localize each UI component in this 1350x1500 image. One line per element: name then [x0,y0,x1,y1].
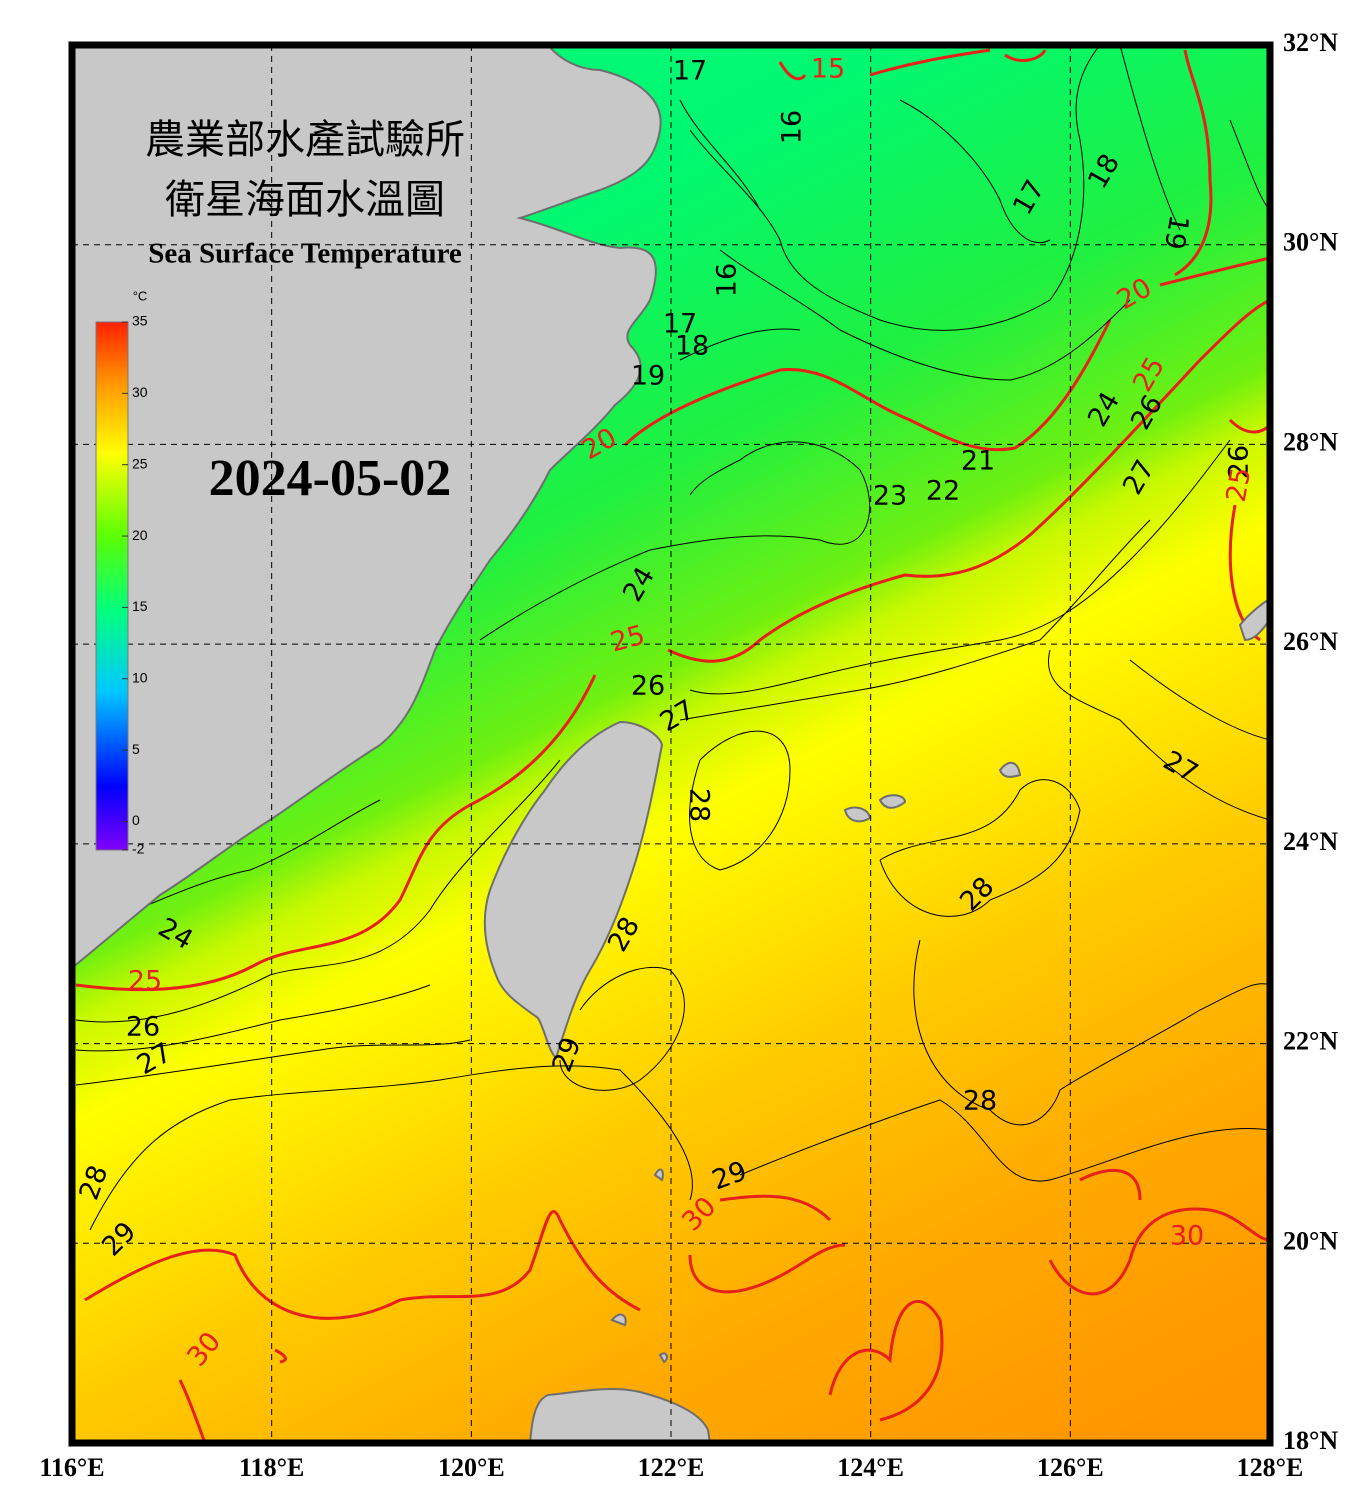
colorbar-tick-label: 20 [132,527,148,543]
isotherm [1048,1168,1270,1296]
isotherm [89,1065,1270,1231]
isotherm [778,48,1213,277]
mainland-china [72,45,662,970]
lat-tick-label: 32°N [1283,28,1338,57]
isotherm [679,45,1270,361]
colorbar-tick-label: -2 [132,841,145,857]
contour-label: 16 [777,110,808,144]
contour-label: 22 [926,476,960,507]
lat-tick-label: 28°N [1283,427,1338,456]
contour-label: 26 [631,671,665,702]
contour-label: 15 [811,54,845,85]
isotherm [689,730,1081,917]
colorbar-ticks: -2 0 5 10 15 20 25 30 35 [122,313,148,857]
colorbar-tick-label: 0 [132,812,140,828]
okinawa [1238,598,1270,642]
contour-label: 26 [126,1012,160,1043]
lat-tick-label: 22°N [1283,1027,1338,1056]
lon-tick-label: 126°E [1037,1453,1104,1482]
lon-tick-label: 122°E [638,1453,705,1482]
contour-label: 21 [961,446,995,477]
contour-label: 23 [873,481,907,512]
isotherm [679,439,1231,721]
luzon [528,1387,712,1443]
isotherm [1048,649,1270,821]
colorbar-tick-label: 5 [132,741,140,757]
colorbar-tick-label: 30 [132,384,148,400]
lat-tick-label: 24°N [1283,827,1338,856]
isotherm [623,256,1270,452]
contour-label: 17 [663,309,697,340]
isotherm [75,984,471,1086]
contour-label: 28 [684,788,715,822]
taiwan [483,720,664,1060]
isotherm [84,1210,641,1320]
title-zh: 農業部水產試驗所 [145,117,465,163]
title-zh: 衛星海面水溫圖 [165,177,445,223]
contour-label: 30 [1170,1221,1204,1252]
contour-label: 19 [1158,213,1194,252]
date: 2024-05-02 [209,450,452,507]
contour-label: 18 [675,331,709,362]
isotherm [75,759,561,1023]
axes: 116°E 118°E 120°E 122°E 124°E 126°E 128°E18°N 2… [39,28,1338,1482]
lon-tick-label: 120°E [438,1453,505,1482]
contour-label: 28 [963,1086,997,1117]
contour-label: 19 [631,361,665,392]
isotherm [679,45,1131,381]
lon-tick-label: 116°E [39,1453,104,1482]
isotherms [75,45,1270,1443]
lat-tick-label: 30°N [1283,228,1338,257]
land [72,45,1270,1443]
isotherm [913,939,1270,1126]
contour-label: 25 [1221,465,1257,504]
lat-tick-label: 20°N [1283,1226,1338,1255]
isotherm [75,674,597,992]
contour-label: 16 [712,263,743,297]
colorbar-unit: °C [133,288,148,303]
contour-label: 25 [128,966,162,997]
isotherm [688,1194,846,1294]
colorbar-tick-label: 15 [132,598,148,614]
isotherm [667,298,1270,663]
islands [610,761,1022,1364]
isotherm [178,1299,944,1443]
lat-tick-label: 18°N [1283,1426,1338,1455]
contour-label: 26 [1224,445,1255,479]
colorbar-tick-label: 25 [132,455,148,471]
contour-label: 17 [673,56,707,87]
colorbar-tick-label: 10 [132,669,148,685]
lon-tick-label: 118°E [239,1453,304,1482]
colorbar-tick-label: 35 [132,313,148,329]
lon-tick-label: 128°E [1237,1453,1304,1482]
graticule [72,45,1270,1443]
isotherm [559,966,685,1091]
title-en: Sea Surface Temperature [148,238,462,270]
lat-tick-label: 26°N [1283,627,1338,656]
map-frame [68,41,1274,1447]
colorbar [95,321,129,851]
lon-tick-label: 124°E [837,1453,904,1482]
